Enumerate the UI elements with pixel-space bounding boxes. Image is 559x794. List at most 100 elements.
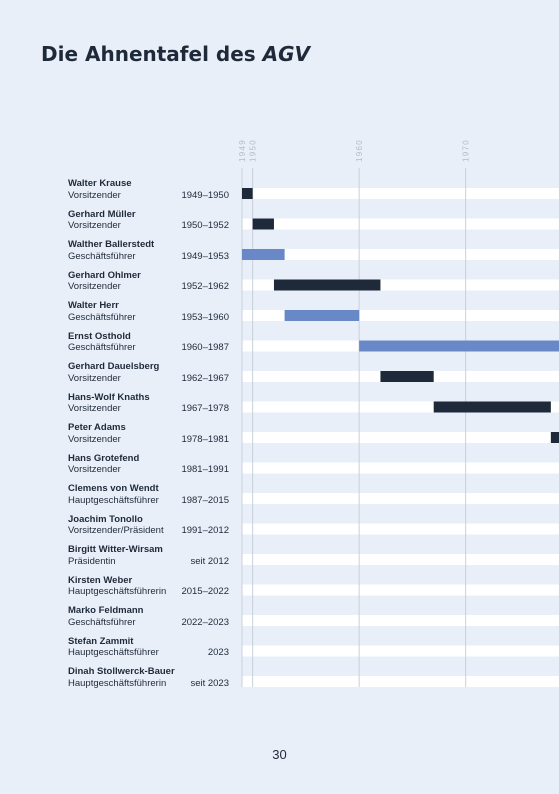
- tenure-period: 1960–1987: [181, 342, 229, 353]
- tenure-period: 1949–1953: [181, 250, 229, 262]
- person-name: Walter Krause: [68, 178, 132, 189]
- timeline-chart: 1949 1950 1960 1970: [238, 139, 559, 687]
- tenure-period: 1953–1960: [181, 311, 229, 323]
- person-role: Geschäftsführer: [68, 311, 136, 323]
- person-name: Clemens von Wendt: [68, 483, 159, 494]
- row-label: Peter Adams Vorsitzender 1978–1981: [68, 422, 233, 445]
- person-role: Vorsitzender: [68, 281, 121, 292]
- person-name: Birgitt Witter-Wirsam: [68, 544, 163, 555]
- row-label: Walther Ballerstedt Geschäftsführer 1949–1…: [68, 239, 233, 262]
- x-tick-label: 1949: [238, 139, 247, 162]
- person-name: Hans-Wolf Knaths: [68, 391, 150, 403]
- person-role: Vorsitzender: [68, 464, 121, 475]
- row-stripe: [242, 645, 559, 657]
- tenure-bar: [284, 310, 360, 321]
- tenure-period: 2022–2023: [181, 616, 229, 628]
- person-role: Vorsitzender: [68, 220, 121, 231]
- person-role: Vorsitzender/Präsident: [68, 525, 164, 536]
- row-stripe: [242, 615, 559, 626]
- tenure-bar: [242, 188, 253, 199]
- page-title-emphasis: AGV: [262, 42, 311, 66]
- tenure-bar: [359, 340, 559, 352]
- tenure-bar: [550, 432, 559, 443]
- row-label: Birgitt Witter-Wirsam Präsidentin seit 201…: [68, 544, 233, 567]
- person-role: Vorsitzender: [68, 372, 121, 384]
- person-name: Dinah Stollwerck-Bauer: [68, 666, 175, 677]
- row-label: Gerhard Dauelsberg Vorsitzender 1962–1967: [68, 361, 233, 384]
- tenure-period: 1987–2015: [181, 494, 229, 506]
- person-name: Walther Ballerstedt: [68, 239, 155, 250]
- row-stripe: [242, 432, 559, 443]
- tenure-period: seit 2012: [190, 555, 229, 567]
- row-stripe: [242, 676, 559, 687]
- row-stripe: [242, 493, 559, 504]
- person-name: Gerhard Ohlmer: [68, 269, 141, 281]
- person-name: Ernst Osthold: [68, 330, 131, 342]
- person-role: Geschäftsführer: [68, 342, 136, 353]
- row-label: Gerhard Ohlmer Vorsitzender 1952–1962: [68, 270, 233, 293]
- row-label: Clemens von Wendt Hauptgeschäftsführer 198…: [68, 483, 233, 506]
- row-stripe: [242, 218, 559, 230]
- row-label: Marko Feldmann Geschäftsführer 2022–2023: [68, 605, 233, 628]
- x-tick-label: 1960: [355, 139, 364, 162]
- tenure-period: 1991–2012: [181, 525, 229, 536]
- row-stripe: [242, 249, 559, 260]
- row-label: Walter Herr Geschäftsführer 1953–1960: [68, 300, 233, 323]
- tenure-period: 1950–1952: [181, 220, 229, 231]
- tenure-bar: [273, 279, 381, 291]
- x-tick-label: 1970: [462, 139, 471, 162]
- tenure-bar: [252, 218, 274, 230]
- row-label: Hans-Wolf Knaths Vorsitzender 1967–1978: [68, 392, 233, 415]
- x-tick-label: 1950: [249, 139, 258, 162]
- tenure-bar: [242, 249, 285, 260]
- person-name: Stefan Zammit: [68, 635, 134, 647]
- tenure-period: 1952–1962: [181, 281, 229, 292]
- tenure-period: seit 2023: [190, 677, 229, 689]
- person-name: Joachim Tonollo: [68, 513, 143, 525]
- person-role: Präsidentin: [68, 555, 116, 567]
- page-title-plain: Die Ahnentafel des: [41, 42, 263, 66]
- person-name: Kirsten Weber: [68, 574, 133, 586]
- row-label: Hans Grotefend Vorsitzender 1981–1991: [68, 453, 233, 476]
- row-stripe: [242, 584, 559, 596]
- row-stripe: [242, 188, 559, 199]
- tenure-period: 1978–1981: [181, 433, 229, 445]
- person-role: Hauptgeschäftsführer: [68, 494, 159, 506]
- row-stripe: [242, 554, 559, 565]
- tenure-period: 1962–1967: [181, 372, 229, 384]
- person-role: Geschäftsführer: [68, 616, 136, 628]
- tenure-bar: [433, 401, 551, 413]
- row-stripe: [242, 462, 559, 474]
- person-role: Vorsitzender: [68, 403, 121, 414]
- row-stripe: [242, 279, 559, 291]
- row-stripe: [242, 401, 559, 413]
- row-label: Ernst Osthold Geschäftsführer 1960–1987: [68, 331, 233, 354]
- tenure-period: 1981–1991: [181, 464, 229, 475]
- tenure-period: 2015–2022: [181, 586, 229, 597]
- person-role: Hauptgeschäftsführerin: [68, 677, 167, 689]
- row-label: Gerhard Müller Vorsitzender 1950–1952: [68, 209, 233, 232]
- person-role: Vorsitzender: [68, 189, 121, 201]
- row-label: Walter Krause Vorsitzender 1949–1950: [68, 178, 233, 201]
- row-stripe: [242, 310, 559, 321]
- row-label: Joachim Tonollo Vorsitzender/Präsident 199…: [68, 514, 233, 537]
- person-role: Hauptgeschäftsführerin: [68, 586, 167, 597]
- person-role: Geschäftsführer: [68, 250, 136, 262]
- row-stripe: [242, 523, 559, 535]
- tenure-period: 2023: [207, 647, 229, 658]
- tenure-period: 1967–1978: [181, 403, 229, 414]
- person-name: Walter Herr: [68, 300, 119, 311]
- person-name: Gerhard Müller: [68, 208, 136, 220]
- person-name: Gerhard Dauelsberg: [68, 361, 160, 372]
- tenure-period: 1949–1950: [181, 189, 229, 201]
- person-role: Vorsitzender: [68, 433, 121, 445]
- page-title: Die Ahnentafel des AGV: [41, 42, 310, 66]
- person-name: Peter Adams: [68, 422, 126, 433]
- row-label: Kirsten Weber Hauptgeschäftsführerin 2015–…: [68, 575, 233, 598]
- person-name: Marko Feldmann: [68, 605, 144, 616]
- row-label: Stefan Zammit Hauptgeschäftsführer 2023: [68, 636, 233, 659]
- person-role: Hauptgeschäftsführer: [68, 647, 159, 658]
- person-name: Hans Grotefend: [68, 452, 140, 464]
- page-number: 30: [272, 747, 287, 762]
- row-label: Dinah Stollwerck-Bauer Hauptgeschäftsführ…: [68, 666, 233, 689]
